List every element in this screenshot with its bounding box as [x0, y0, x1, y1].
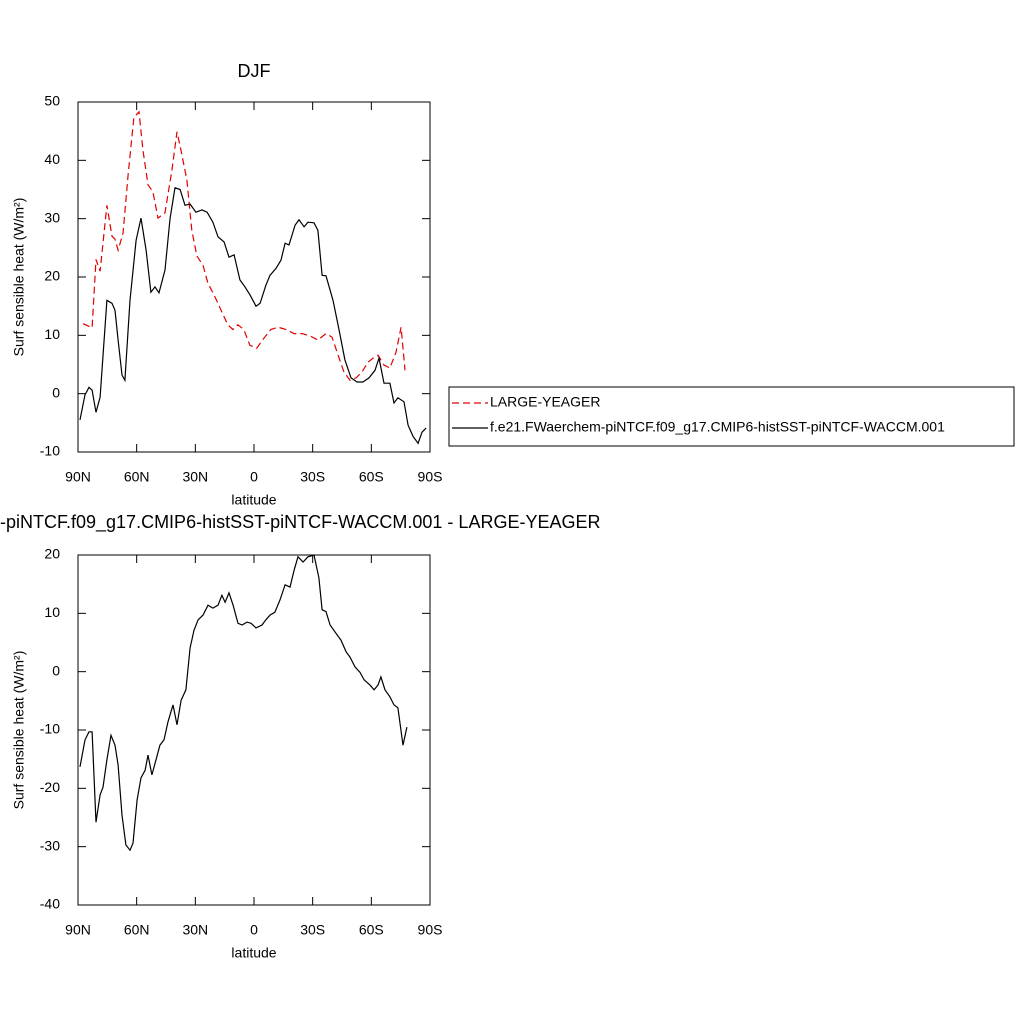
plot-frame [77, 101, 431, 453]
y-tick-label: 10 [44, 604, 60, 620]
x-tick-label: 30S [300, 922, 325, 938]
x-axis-label: latitude [231, 492, 276, 508]
x-tick-label: 30N [182, 922, 208, 938]
y-tick-label: -10 [40, 721, 60, 737]
legend-box [448, 386, 1015, 447]
data-line [79, 554, 408, 852]
x-tick-label: 90N [65, 922, 91, 938]
y-tick-label: 20 [44, 268, 60, 284]
y-tick-label: 0 [52, 384, 60, 400]
x-tick-label: 60S [359, 469, 384, 485]
y-axis-label: Surf sensible heat (W/m²) [11, 651, 27, 810]
x-axis-label: latitude [231, 945, 276, 961]
legend-label: LARGE-YEAGER [490, 394, 600, 410]
y-tick-label: -10 [40, 443, 60, 459]
chart-title: -piNTCF.f09_g17.CMIP6-histSST-piNTCF-WAC… [0, 512, 600, 533]
x-tick-label: 0 [250, 922, 258, 938]
chart-title: DJF [238, 61, 271, 81]
x-tick-label: 30S [300, 469, 325, 485]
x-tick-label: 60N [124, 922, 150, 938]
y-tick-label: 40 [44, 151, 60, 167]
x-tick-label: 90S [418, 922, 443, 938]
y-tick-label: -30 [40, 837, 60, 853]
x-tick-label: 90S [418, 469, 443, 485]
plot-frame [77, 554, 431, 906]
data-line [79, 187, 427, 445]
data-line [82, 110, 406, 382]
y-tick-label: 50 [44, 93, 60, 109]
y-tick-label: 0 [52, 662, 60, 678]
legend-label: f.e21.FWaerchem-piNTCF.f09_g17.CMIP6-his… [490, 419, 945, 435]
y-tick-label: 30 [44, 209, 60, 225]
y-tick-label: 20 [44, 546, 60, 562]
y-tick-label: 10 [44, 326, 60, 342]
x-tick-label: 0 [250, 469, 258, 485]
x-tick-label: 60S [359, 922, 384, 938]
y-tick-label: -20 [40, 779, 60, 795]
x-tick-label: 60N [124, 469, 150, 485]
y-axis-label: Surf sensible heat (W/m²) [11, 198, 27, 357]
x-tick-label: 30N [182, 469, 208, 485]
y-tick-label: -40 [40, 896, 60, 912]
x-tick-label: 90N [65, 469, 91, 485]
